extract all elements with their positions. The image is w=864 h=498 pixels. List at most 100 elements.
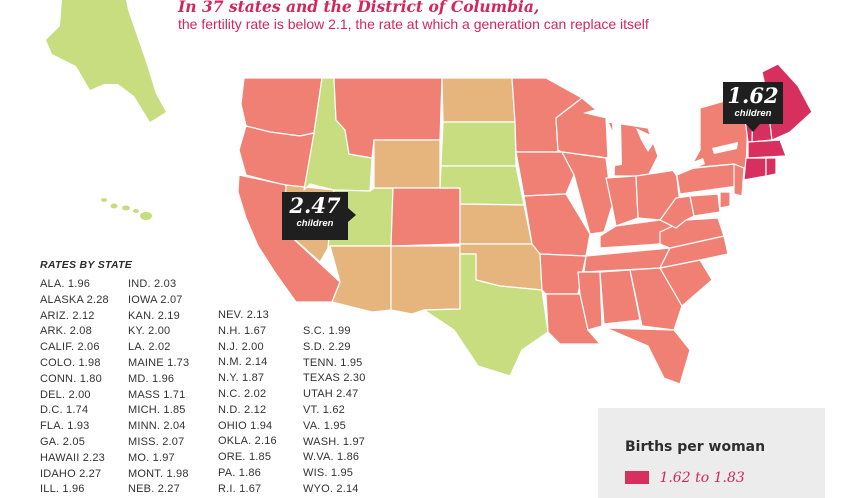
state-rate-item: N.H. 1.67: [218, 324, 267, 337]
state-rate-item: R.I. 1.67: [218, 482, 262, 495]
state-rate-item: WASH. 1.97: [303, 435, 366, 448]
rates-column-3: NEV. 2.13 N.H. 1.67 N.J. 2.00 N.M. 2.14 N.Y.…: [218, 308, 277, 498]
state-rate-item: VT. 1.62: [303, 403, 345, 416]
state-rate-item: OKLA. 2.16: [218, 435, 277, 448]
state-rate-item: MONT. 1.98: [128, 467, 189, 480]
state-alaska: [46, 0, 166, 122]
state-maryland: [689, 193, 721, 217]
maine-callout: 1.62 children: [723, 82, 783, 124]
state-new-jersey: [733, 163, 745, 197]
state-delaware: [719, 191, 731, 209]
rates-column-4: S.C. 1.99 S.D. 2.29 TENN. 1.95 TEXAS 2.30 UT…: [303, 324, 366, 498]
legend: Births per woman 1.62 to 1.83: [598, 408, 825, 498]
state-arizona: [329, 245, 392, 313]
state-rate-item: N.M. 2.14: [218, 356, 268, 369]
state-rate-item: N.Y. 1.87: [218, 372, 265, 385]
state-rate-item: TENN. 1.95: [303, 356, 363, 369]
state-kansas: [459, 203, 533, 245]
state-rate-item: N.D. 2.12: [218, 403, 267, 416]
state-rate-item: WIS. 1.95: [303, 467, 354, 480]
state-rate-item: MINN. 2.04: [128, 420, 186, 433]
legend-title: Births per woman: [625, 439, 766, 455]
state-rate-item: S.C. 1.99: [303, 325, 351, 337]
hawaii-island: [101, 198, 107, 202]
legend-item: 1.62 to 1.83: [625, 469, 745, 487]
state-rate-item: N.C. 2.02: [218, 387, 267, 400]
maine-callout-value: 1.62: [727, 83, 779, 108]
state-rate-item: UTAH 2.47: [303, 388, 359, 401]
headline-line-1: In 37 states and the District of Columbi…: [178, 0, 540, 16]
legend-label: 1.62 to 1.83: [659, 469, 745, 486]
maine-callout-pointer: [746, 124, 760, 132]
state-rate-item: N.J. 2.00: [218, 340, 264, 353]
state-rate-item: WYO. 2.14: [303, 482, 359, 495]
state-rate-item: ILL. 1.96: [40, 483, 85, 496]
state-rate-item: LA. 2.02: [128, 341, 171, 354]
utah-callout-unit: children: [296, 218, 334, 229]
utah-callout-value: 2.47: [289, 193, 341, 218]
state-rate-item: VA. 1.95: [303, 419, 346, 432]
state-florida: [605, 327, 691, 385]
state-rate-item: ALA. 1.96: [40, 278, 91, 290]
state-rate-item: IND. 2.03: [128, 278, 177, 290]
state-iowa: [515, 151, 575, 197]
state-rate-item: KY. 2.00: [128, 325, 171, 338]
state-colorado: [390, 187, 461, 247]
state-montana: [333, 77, 443, 159]
headline-line-2: the fertility rate is below 2.1, the rat…: [178, 16, 649, 32]
state-rate-item: COLO. 1.98: [40, 356, 101, 369]
state-alabama: [599, 269, 641, 325]
state-missouri: [523, 193, 591, 257]
state-wyoming: [373, 139, 441, 189]
state-rate-item: ALASKA 2.28: [40, 293, 109, 306]
rates-heading: RATES BY STATE: [40, 259, 133, 271]
state-rate-item: IOWA 2.07: [128, 293, 183, 306]
state-rate-item: MICH. 1.85: [128, 404, 186, 417]
state-rate-item: NEB. 2.27: [128, 483, 180, 496]
state-rate-item: MASS 1.71: [128, 388, 186, 401]
state-massachusetts: [747, 139, 787, 159]
rates-column-1: ALA. 1.96 ALASKA 2.28 ARIZ. 2.12 ARK. 2.08 C…: [40, 277, 109, 498]
state-rate-item: MD. 1.96: [128, 372, 175, 385]
great-lakes: [583, 104, 738, 176]
hawaii-island: [122, 205, 130, 211]
state-texas: [423, 253, 549, 377]
state-rate-item: S.D. 2.29: [303, 340, 351, 353]
state-rate-item: ORE. 1.85: [218, 451, 272, 464]
state-rate-item: MO. 1.97: [128, 451, 175, 464]
rates-column-2: IND. 2.03 IOWA 2.07 KAN. 2.19 KY. 2.00 LA. 2…: [128, 277, 189, 498]
state-rate-item: CALIF. 2.06: [40, 341, 100, 354]
state-rhode-island: [765, 157, 777, 177]
state-new-mexico: [390, 245, 461, 315]
state-indiana: [605, 175, 639, 227]
state-rate-item: MISS. 2.07: [128, 435, 185, 448]
state-rate-item: PA. 1.86: [218, 466, 261, 479]
utah-callout-pointer: [348, 208, 356, 222]
state-rate-item: D.C. 1.74: [40, 404, 89, 417]
maine-callout-unit: children: [734, 108, 772, 119]
hawaii-island: [133, 209, 139, 213]
state-rate-item: KAN. 2.19: [128, 309, 180, 322]
state-rate-item: HAWAII 2.23: [40, 451, 105, 464]
state-rate-item: IDAHO 2.27: [40, 467, 102, 480]
state-hawaii: [101, 198, 152, 220]
state-rate-item: DEL. 2.00: [40, 388, 91, 401]
state-rate-item: ARIZ. 2.12: [40, 309, 95, 322]
state-mississippi: [577, 271, 603, 331]
state-rate-item: ARK. 2.08: [40, 325, 92, 338]
state-rate-item: MAINE 1.73: [128, 356, 190, 369]
state-rate-item: OHIO 1.94: [218, 419, 273, 432]
utah-callout: 2.47 children: [282, 192, 348, 240]
state-north-dakota: [441, 77, 516, 123]
hawaii-island: [140, 212, 152, 220]
hawaii-island: [110, 203, 118, 209]
state-connecticut: [743, 157, 767, 181]
state-rate-item: W.VA. 1.86: [303, 451, 360, 464]
legend-swatch: [625, 471, 649, 485]
state-rate-item: FLA. 1.93: [40, 420, 90, 433]
state-georgia: [629, 267, 683, 331]
state-rate-item: TEXAS 2.30: [303, 372, 366, 385]
state-rate-item: CONN. 1.80: [40, 372, 102, 385]
state-rate-item: NEV. 2.13: [218, 309, 269, 321]
state-illinois: [561, 151, 613, 235]
